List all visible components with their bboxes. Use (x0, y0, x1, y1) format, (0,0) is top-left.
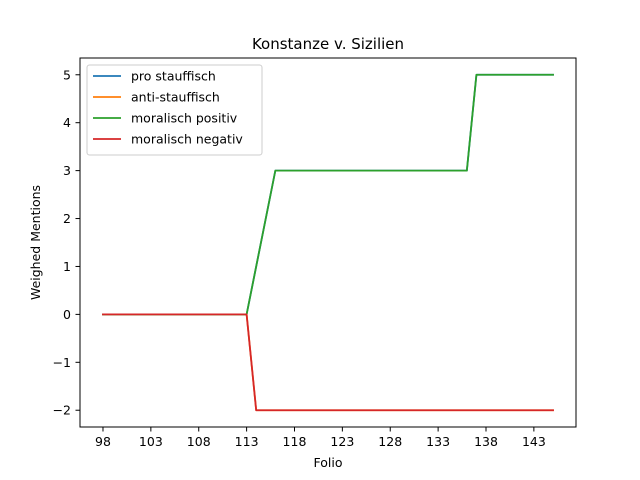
y-tick-label: 4 (63, 115, 71, 130)
y-axis: −2 −1 0 1 2 3 4 5 (53, 67, 80, 418)
y-tick-label: −2 (53, 403, 71, 418)
y-tick-label: 1 (63, 259, 71, 274)
y-axis-label: Weighed Mentions (28, 185, 43, 300)
y-tick-label: 2 (63, 211, 71, 226)
x-tick-label: 128 (378, 434, 402, 449)
x-axis: 98 103 108 113 118 123 128 133 138 143 (95, 427, 546, 449)
y-tick-label: 5 (63, 67, 71, 82)
legend-label-1: pro stauffisch (131, 69, 216, 84)
x-tick-label: 98 (95, 434, 111, 449)
x-tick-label: 113 (235, 434, 259, 449)
y-tick-label: 0 (63, 307, 71, 322)
x-tick-label: 143 (522, 434, 546, 449)
x-tick-label: 133 (426, 434, 450, 449)
plot-frame (79, 57, 577, 428)
x-tick-label: 118 (283, 434, 307, 449)
chart-title: Konstanze v. Sizilien (252, 35, 404, 53)
y-tick-label: −1 (53, 355, 71, 370)
x-tick-label: 108 (187, 434, 211, 449)
legend-label-4: moralisch negativ (131, 132, 243, 147)
x-tick-label: 103 (139, 434, 163, 449)
legend: pro stauffisch anti-stauffisch moralisch p… (86, 64, 263, 156)
x-axis-label: Folio (314, 455, 343, 470)
series-line-4 (102, 313, 554, 412)
series-layer (102, 73, 554, 412)
legend-box (86, 64, 263, 156)
x-tick-label: 123 (330, 434, 354, 449)
legend-label-2: anti-stauffisch (131, 90, 220, 105)
x-tick-label: 138 (474, 434, 498, 449)
legend-label-3: moralisch positiv (131, 111, 238, 126)
y-tick-label: 3 (63, 163, 71, 178)
